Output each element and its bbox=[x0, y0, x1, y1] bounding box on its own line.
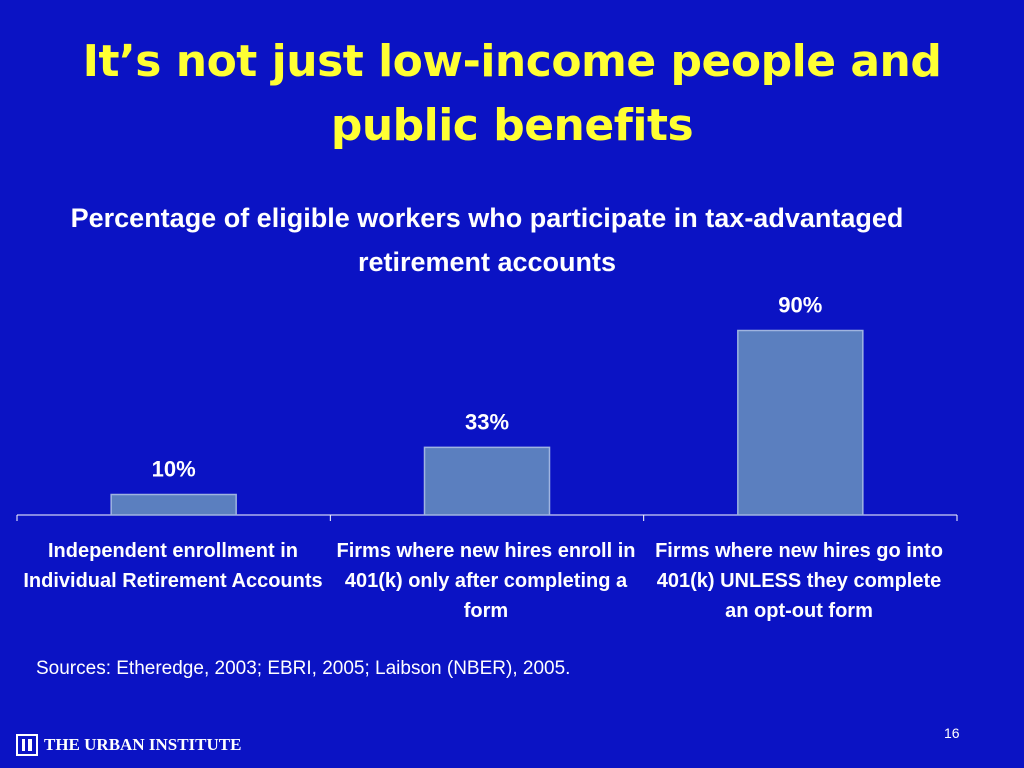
footer-org-name: THE URBAN INSTITUTE bbox=[44, 735, 242, 754]
data-label-3: 90% bbox=[778, 293, 822, 318]
category-label-opt-in: Firms where new hires enroll in 401(k) o… bbox=[336, 540, 636, 622]
slide-title: It’s not just low-income people and publ… bbox=[82, 36, 942, 151]
bar-1 bbox=[110, 493, 237, 516]
bar-3 bbox=[737, 329, 864, 516]
footer-brand: THE URBAN INSTITUTE bbox=[16, 732, 241, 758]
category-label-ira: Independent enrollment in Individual Ret… bbox=[23, 540, 323, 592]
sources-note: Sources: Etheredge, 2003; EBRI, 2005; La… bbox=[36, 658, 571, 679]
category-label-opt-out: Firms where new hires go into 401(k) UNL… bbox=[655, 540, 943, 622]
urban-institute-logo-icon bbox=[16, 734, 38, 756]
data-label-1: 10% bbox=[152, 457, 196, 482]
page-number: 16 bbox=[944, 725, 960, 741]
data-label-2: 33% bbox=[465, 409, 509, 434]
bar-2 bbox=[423, 446, 551, 516]
chart-title: Percentage of eligible workers who parti… bbox=[70, 203, 904, 277]
bar-chart: 10% 33% 90% bbox=[16, 293, 958, 521]
